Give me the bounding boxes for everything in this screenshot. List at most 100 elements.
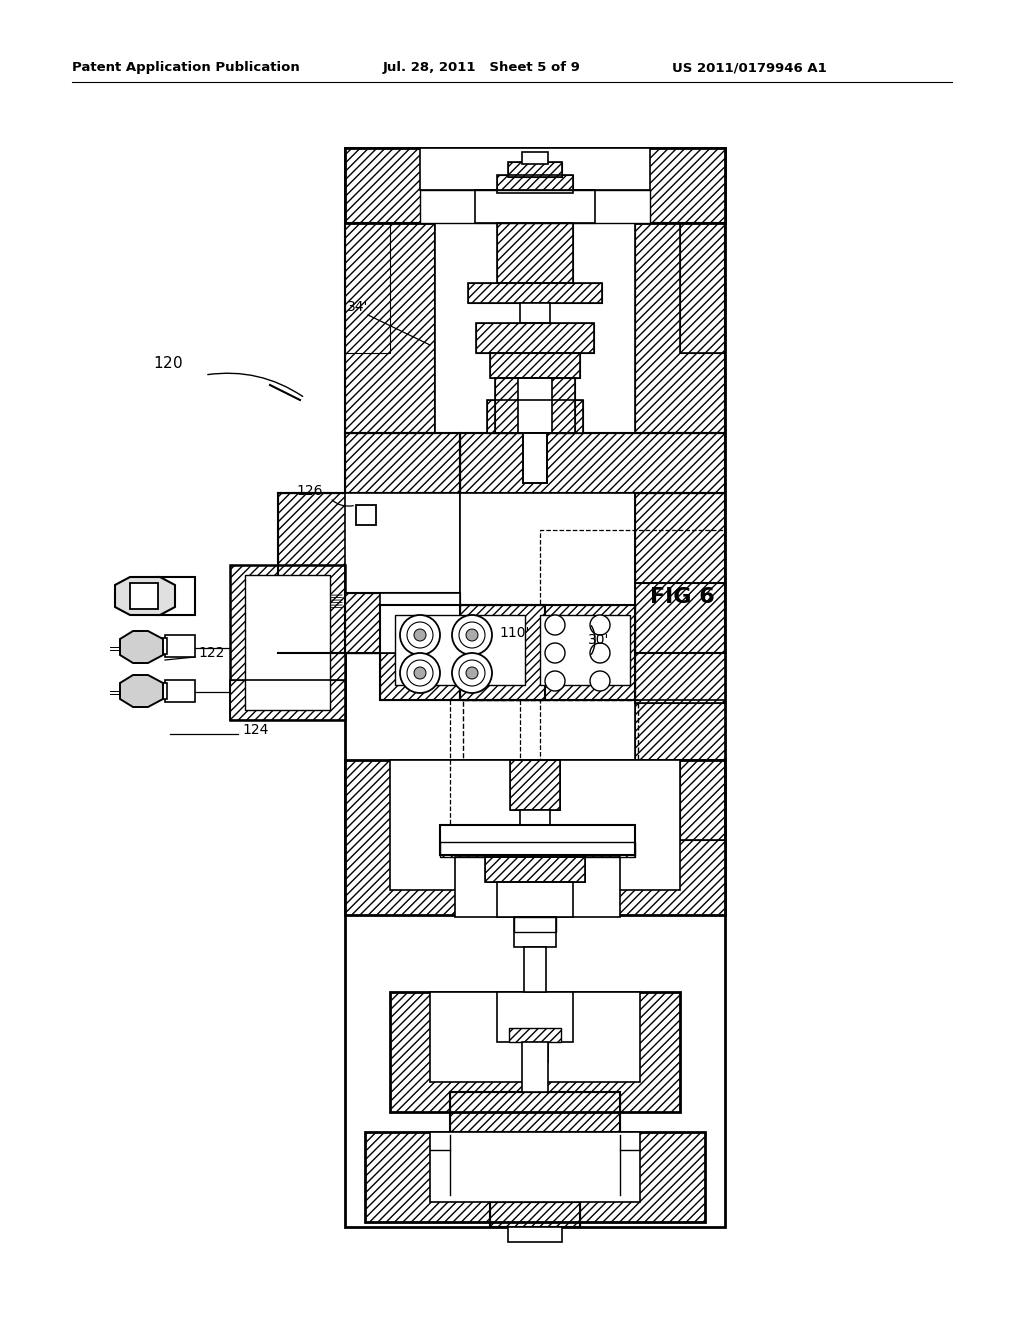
Circle shape: [545, 671, 565, 690]
Bar: [420, 190, 650, 223]
Text: 122: 122: [198, 645, 224, 660]
Bar: [345, 223, 390, 352]
Bar: [497, 882, 573, 917]
Circle shape: [545, 643, 565, 663]
Bar: [475, 190, 595, 223]
Bar: [278, 492, 460, 653]
Bar: [460, 605, 635, 700]
Text: Patent Application Publication: Patent Application Publication: [72, 62, 300, 74]
Bar: [142, 682, 167, 700]
Bar: [468, 282, 602, 304]
Text: 126: 126: [297, 484, 323, 498]
Bar: [487, 400, 583, 433]
Bar: [430, 1133, 640, 1203]
Bar: [495, 378, 575, 433]
Bar: [520, 810, 550, 840]
Bar: [345, 148, 725, 223]
Circle shape: [400, 653, 440, 693]
Bar: [490, 352, 580, 378]
Bar: [497, 993, 573, 1041]
Bar: [142, 638, 167, 653]
Bar: [635, 583, 725, 704]
Text: US 2011/0179946 A1: US 2011/0179946 A1: [672, 62, 826, 74]
Bar: [523, 433, 547, 483]
Circle shape: [545, 615, 565, 635]
Bar: [508, 1228, 562, 1242]
Bar: [468, 282, 602, 304]
Text: FIG 6: FIG 6: [650, 587, 715, 607]
Circle shape: [590, 671, 610, 690]
Polygon shape: [115, 577, 175, 615]
Text: 110': 110': [499, 626, 529, 640]
Text: 124: 124: [242, 723, 268, 737]
Bar: [420, 148, 650, 190]
Bar: [475, 190, 595, 223]
Bar: [380, 605, 545, 700]
Bar: [440, 842, 635, 857]
Bar: [497, 176, 573, 193]
Bar: [485, 857, 585, 882]
Bar: [635, 223, 725, 433]
Bar: [345, 593, 460, 653]
Circle shape: [407, 660, 433, 686]
Bar: [518, 378, 552, 433]
Bar: [356, 506, 376, 525]
Circle shape: [459, 622, 485, 648]
Bar: [514, 917, 556, 932]
Bar: [490, 352, 580, 378]
Text: 34': 34': [347, 300, 369, 314]
Polygon shape: [120, 631, 163, 663]
Polygon shape: [120, 675, 163, 708]
Bar: [522, 152, 548, 164]
Bar: [165, 635, 195, 657]
Bar: [508, 162, 562, 177]
Bar: [440, 842, 635, 857]
Bar: [635, 492, 725, 653]
Bar: [345, 760, 725, 915]
Bar: [460, 605, 635, 700]
Circle shape: [590, 643, 610, 663]
Bar: [380, 593, 460, 653]
Text: Jul. 28, 2011   Sheet 5 of 9: Jul. 28, 2011 Sheet 5 of 9: [383, 62, 581, 74]
Bar: [522, 1041, 548, 1063]
Text: $\mathsf{120}$: $\mathsf{120}$: [153, 355, 183, 371]
Bar: [230, 680, 345, 719]
Bar: [365, 1133, 705, 1222]
Bar: [476, 323, 594, 352]
Bar: [522, 1041, 548, 1092]
Bar: [635, 492, 725, 653]
Bar: [635, 492, 725, 583]
Bar: [460, 433, 725, 492]
Bar: [497, 223, 573, 282]
Bar: [540, 531, 725, 760]
Bar: [130, 583, 158, 609]
Bar: [345, 492, 460, 653]
Bar: [390, 760, 680, 890]
Bar: [510, 760, 560, 810]
Bar: [155, 577, 195, 615]
Bar: [345, 223, 435, 433]
Bar: [680, 223, 725, 352]
Circle shape: [590, 615, 610, 635]
Bar: [165, 680, 195, 702]
Bar: [390, 993, 680, 1111]
Circle shape: [459, 660, 485, 686]
Bar: [680, 760, 725, 840]
Circle shape: [407, 622, 433, 648]
Bar: [380, 605, 545, 700]
Bar: [514, 917, 556, 946]
Bar: [230, 565, 345, 719]
Bar: [497, 176, 573, 193]
Circle shape: [452, 653, 492, 693]
Bar: [680, 760, 725, 840]
Text: 30': 30': [588, 634, 609, 647]
Bar: [523, 433, 547, 483]
Bar: [245, 576, 330, 710]
Bar: [497, 223, 573, 282]
Bar: [485, 857, 585, 882]
Bar: [635, 700, 725, 760]
Bar: [278, 492, 460, 653]
Bar: [487, 400, 583, 433]
Bar: [508, 162, 562, 177]
Bar: [514, 917, 556, 932]
